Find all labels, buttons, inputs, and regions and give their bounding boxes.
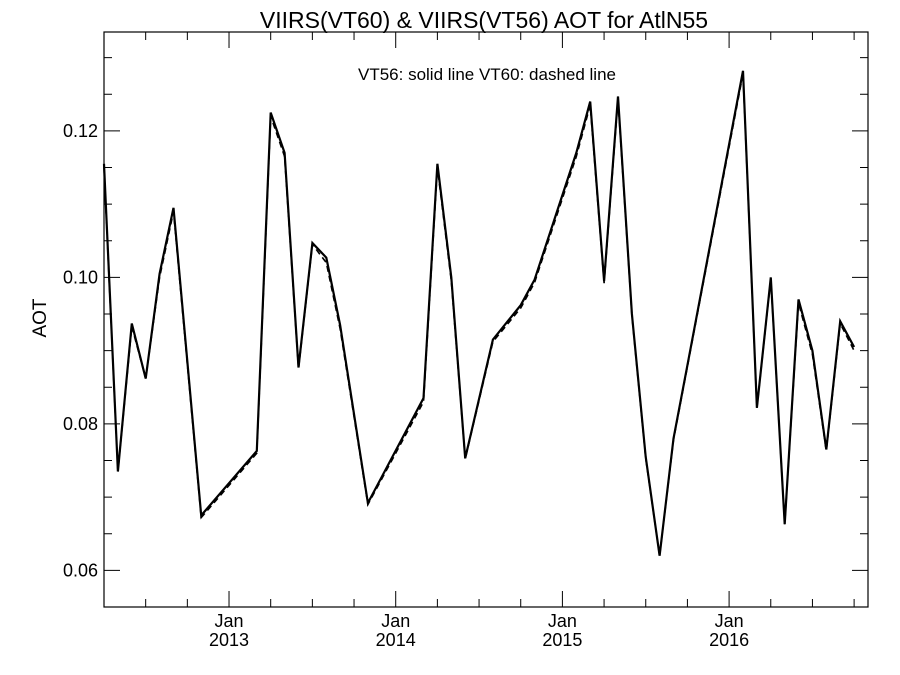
y-axis-label: AOT [30, 298, 51, 337]
axis-ticks [103, 32, 868, 607]
x-tick-label-year: 2013 [209, 630, 249, 650]
x-tick-label-month: Jan [548, 611, 577, 631]
y-tick-label: 0.12 [63, 121, 98, 141]
legend-annotation: VT56: solid line VT60: dashed line [358, 65, 616, 84]
axis-tick-labels: 0.060.080.100.12Jan2013Jan2014Jan2015Jan… [63, 121, 749, 650]
series-line-vt56 [102, 70, 856, 556]
y-tick-label: 0.06 [63, 560, 98, 580]
chart-title: VIIRS(VT60) & VIIRS(VT56) AOT for AtlN55 [260, 7, 708, 33]
x-tick-label-year: 2014 [376, 630, 416, 650]
y-tick-label: 0.08 [63, 414, 98, 434]
series-line-vt60 [103, 73, 855, 556]
x-tick-label-month: Jan [381, 611, 410, 631]
series-layer [102, 70, 856, 556]
x-tick-label-year: 2016 [709, 630, 749, 650]
x-tick-label-month: Jan [215, 611, 244, 631]
x-tick-label-month: Jan [715, 611, 744, 631]
y-tick-label: 0.10 [63, 267, 98, 287]
plot-frame [103, 31, 869, 608]
x-tick-label-year: 2015 [542, 630, 582, 650]
